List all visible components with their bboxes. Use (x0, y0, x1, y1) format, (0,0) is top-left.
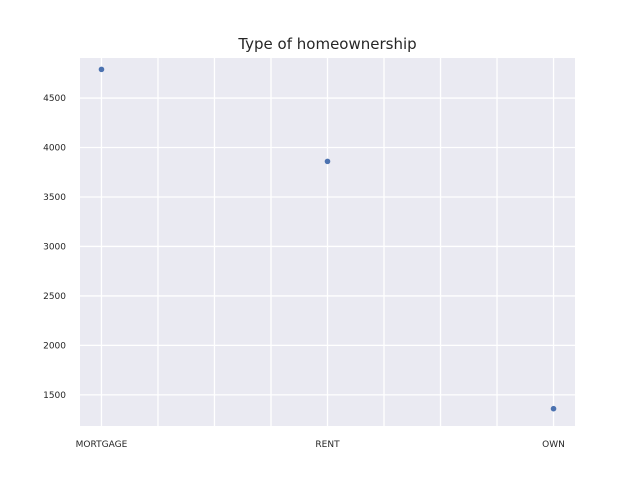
data-point (98, 66, 105, 73)
x-tick-label: RENT (315, 440, 340, 450)
y-tick-label: 1500 (43, 391, 66, 401)
y-tick-label: 4500 (43, 94, 66, 104)
chart-title: Type of homeownership (237, 35, 416, 53)
data-points (98, 66, 557, 412)
x-tick-label: OWN (542, 440, 565, 450)
x-tick-label: MORTGAGE (76, 440, 128, 450)
y-gridlines (80, 97, 575, 396)
x-gridlines (100, 58, 555, 426)
y-tick-labels: 1500 2000 2500 3000 3500 4000 4500 (43, 94, 66, 401)
y-tick-label: 4000 (43, 144, 66, 154)
data-point (324, 158, 331, 165)
y-tick-label: 2500 (43, 292, 66, 302)
y-tick-label: 3000 (43, 242, 66, 252)
y-tick-label: 2000 (43, 341, 66, 351)
y-tick-label: 3500 (43, 193, 66, 203)
x-tick-labels: MORTGAGE RENT OWN (76, 440, 565, 450)
data-point (550, 405, 557, 412)
